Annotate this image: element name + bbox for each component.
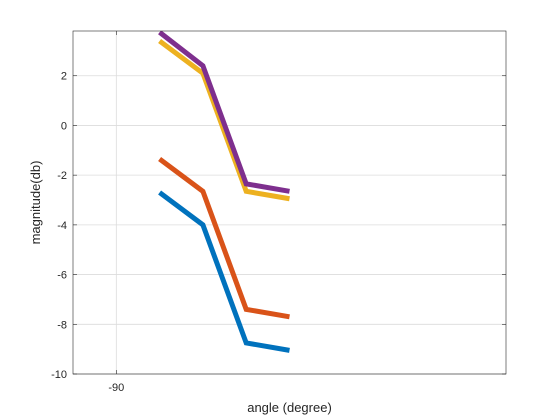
x-axis-label: angle (degree) xyxy=(247,400,332,415)
series-lines xyxy=(158,31,290,353)
y-tick-label: -6 xyxy=(57,270,67,282)
y-tick-label: -4 xyxy=(57,220,67,232)
series-line-2 xyxy=(158,156,290,320)
series-line-1 xyxy=(158,190,290,353)
y-tick-label: -10 xyxy=(51,369,67,381)
series-line-4 xyxy=(158,31,290,194)
grid-lines xyxy=(73,31,506,375)
plot-area-frame xyxy=(72,30,507,375)
y-axis-label: magnitude(db) xyxy=(28,161,43,245)
y-tick-label: -8 xyxy=(57,319,67,331)
x-tick-label: -90 xyxy=(108,382,124,394)
series-line-3 xyxy=(158,38,290,202)
y-tick-label: -2 xyxy=(57,170,67,182)
y-tick-label: 2 xyxy=(61,71,67,83)
y-tick-label: 0 xyxy=(61,120,67,132)
axis-ticks: -10 -8 -6 -4 -2 0 2 -90 xyxy=(51,31,506,394)
